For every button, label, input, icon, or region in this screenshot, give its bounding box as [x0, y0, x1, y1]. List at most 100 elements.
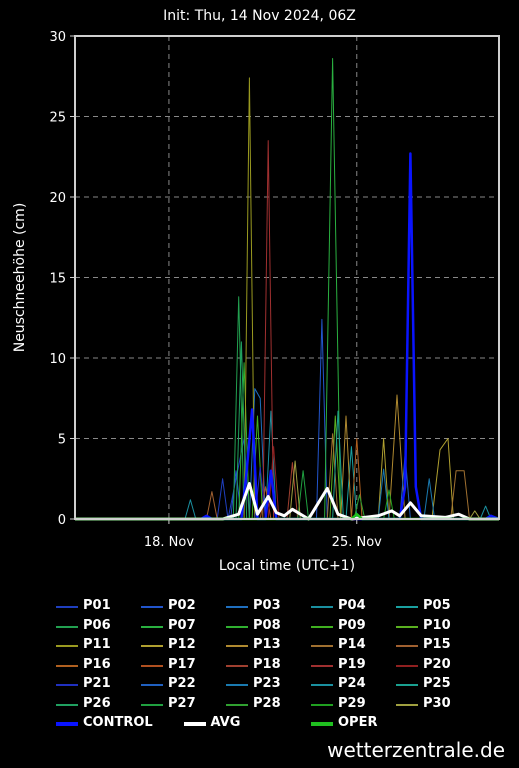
x-axis-ticks: 18. Nov 25. Nov [144, 519, 382, 550]
legend-label: P27 [168, 695, 196, 711]
series-line-avg [75, 482, 499, 521]
legend-label: P05 [423, 598, 451, 613]
legend-label: P04 [338, 598, 366, 613]
legend-swatch [396, 703, 418, 706]
legend-swatch [226, 703, 248, 706]
legend-label: P09 [338, 617, 366, 633]
legend-swatch [141, 703, 163, 706]
series-line-p20 [75, 446, 499, 520]
series-line-p07 [75, 58, 499, 520]
legend-label: P01 [83, 598, 111, 613]
legend-swatch [311, 664, 333, 667]
watermark: wetterzentrale.de [327, 738, 505, 762]
legend-label: P06 [83, 617, 111, 633]
legend-label: P08 [253, 617, 281, 633]
legend-label: P23 [253, 676, 281, 691]
y-tick-label: 20 [49, 191, 66, 206]
legend-label: P14 [338, 637, 366, 652]
legend-swatch [396, 664, 418, 667]
legend-swatch [56, 606, 78, 608]
legend-label: P28 [253, 695, 281, 711]
legend-swatch [141, 645, 163, 647]
y-tick-label: 10 [49, 352, 66, 367]
legend-label: P20 [423, 656, 451, 672]
x-tick-label: 18. Nov [144, 535, 194, 550]
legend-label: P30 [423, 695, 451, 711]
legend-swatch [311, 606, 333, 608]
legend-label: P15 [423, 637, 451, 652]
legend-label: P17 [168, 656, 196, 672]
legend-swatch [183, 722, 206, 726]
series-line-p11 [75, 77, 499, 520]
y-axis-ticks: 0 5 10 15 20 25 30 [49, 30, 75, 528]
legend-label: P29 [338, 695, 366, 711]
series-line-control [75, 152, 500, 521]
legend-swatch [226, 625, 248, 628]
series-line-p10 [75, 415, 499, 520]
y-tick-label: 15 [49, 272, 66, 287]
legend-label: P24 [338, 676, 366, 691]
legend-swatch [56, 664, 78, 667]
series-line-p09 [75, 415, 499, 520]
legend-swatch [141, 664, 163, 667]
legend-label: AVG [210, 715, 241, 730]
series-line-p04 [75, 410, 499, 520]
series-line-p25 [75, 410, 499, 520]
legend-swatch [56, 703, 78, 706]
legend-swatch [226, 606, 248, 608]
y-tick-label: 30 [49, 30, 66, 45]
series-lines [75, 58, 500, 521]
chart-title: Init: Thu, 14 Nov 2024, 06Z [163, 8, 356, 24]
legend-label: CONTROL [83, 715, 153, 730]
x-tick-label: 25. Nov [332, 535, 382, 550]
y-tick-label: 25 [49, 111, 66, 126]
legend-label: P21 [83, 676, 111, 691]
legend-swatch [56, 625, 78, 628]
legend-swatch [311, 645, 333, 647]
series-line-p01 [75, 438, 499, 520]
series-line-p03 [75, 388, 499, 520]
y-axis-label: Neuschneehöhe (cm) [12, 203, 28, 353]
x-axis-label: Local time (UTC+1) [219, 558, 355, 574]
legend-swatch [396, 606, 418, 608]
legend-label: P18 [253, 656, 281, 672]
legend-label: P25 [423, 676, 451, 691]
series-line-p08 [75, 362, 499, 520]
legend-label: P11 [83, 637, 111, 652]
legend-swatch [56, 722, 78, 726]
legend-swatch [396, 645, 418, 647]
legend-label: P13 [253, 637, 281, 652]
series-line-p14 [75, 433, 499, 520]
legend-label: P03 [253, 598, 281, 613]
legend-swatch [141, 625, 163, 628]
legend-label: P02 [168, 598, 196, 613]
legend-label: P22 [168, 676, 196, 691]
legend-label: P10 [423, 617, 451, 633]
legend-swatch [311, 684, 333, 686]
legend-swatch [226, 684, 248, 686]
legend-swatch [56, 645, 78, 647]
legend-label: P07 [168, 617, 196, 633]
legend-swatch [56, 684, 78, 686]
legend-swatch [311, 722, 333, 726]
series-line-p13 [75, 394, 499, 520]
grid-lines [75, 36, 499, 519]
legend-swatch [396, 625, 418, 628]
legend-label: P12 [168, 637, 196, 652]
legend-swatch [311, 703, 333, 706]
series-line-p16 [75, 438, 499, 520]
legend-swatch [311, 625, 333, 628]
series-line-p05 [75, 446, 499, 520]
legend-swatch [141, 684, 163, 686]
legend-label: P26 [83, 695, 111, 711]
legend-label: OPER [338, 715, 378, 730]
y-tick-label: 5 [58, 433, 66, 448]
legend-swatch [226, 645, 248, 647]
legend-label: P19 [338, 656, 366, 672]
series-line-p23 [75, 468, 499, 520]
legend-label: P16 [83, 656, 111, 672]
y-tick-label: 0 [58, 513, 66, 528]
legend-swatch [226, 664, 248, 667]
legend-swatch [396, 684, 418, 686]
